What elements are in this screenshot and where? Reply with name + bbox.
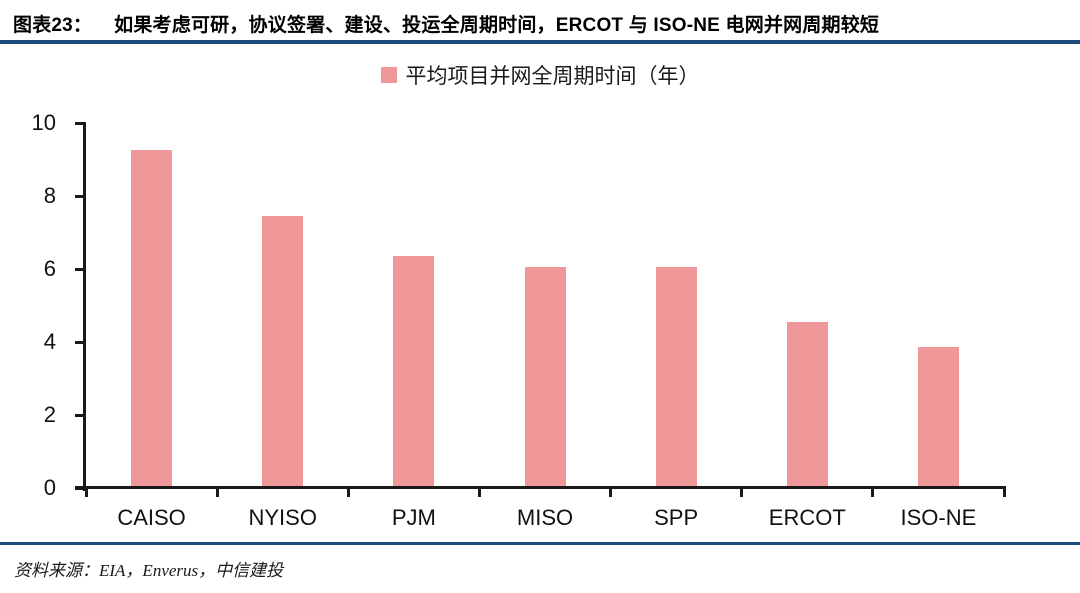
header-divider [0, 40, 1080, 44]
x-axis-tick [609, 489, 613, 497]
y-axis-label: 2 [43, 402, 56, 427]
footer-divider [0, 542, 1080, 545]
plot-area: 0 2 4 6 8 10 CAISO NYISO PJM MISO SPP ERCOT ISO-NE [32, 110, 1006, 530]
y-axis-label: 4 [43, 329, 56, 354]
bar-iso-ne [917, 347, 959, 486]
x-axis-label-caiso: CAISO [117, 505, 186, 530]
figure-header: 图表23： 如果考虑可研，协议签署、建设、投运全周期时间，ERCOT 与 ISO-… [13, 10, 1067, 37]
y-axis-label: 10 [31, 110, 56, 135]
y-axis-line [83, 122, 86, 491]
x-axis-tick [871, 489, 875, 497]
y-axis-tick [75, 414, 84, 417]
y-axis-label: 0 [43, 475, 56, 500]
bar-miso [524, 267, 566, 486]
legend-label: 平均项目并网全周期时间（年） [405, 65, 700, 88]
y-axis-tick [75, 487, 84, 490]
x-axis-label-iso-ne: ISO-NE [900, 505, 977, 530]
x-axis-tick [477, 489, 481, 497]
figure-title: 如果考虑可研，协议签署、建设、投运全周期时间，ERCOT 与 ISO-NE 电网… [114, 15, 880, 36]
bar-caiso [131, 150, 173, 486]
y-axis-tick [75, 195, 84, 198]
source-note: 资料来源：EIA，Enverus，中信建投 [14, 561, 284, 580]
bar-spp [655, 267, 697, 486]
y-axis-tick [75, 268, 84, 271]
x-axis-tick [84, 489, 88, 497]
figure-number: 图表23： [13, 15, 93, 36]
x-axis-label-pjm: PJM [391, 505, 436, 530]
x-axis-tick [215, 489, 219, 497]
legend-swatch-icon [380, 67, 397, 83]
x-axis-label-spp: SPP [654, 505, 699, 530]
x-axis-label-nyiso: NYISO [248, 505, 317, 530]
x-axis-line [75, 486, 1006, 489]
y-axis-label: 8 [43, 183, 56, 208]
chart-legend: 平均项目并网全周期时间（年） [0, 60, 1080, 90]
y-axis-tick [75, 341, 84, 344]
y-axis-label: 6 [43, 256, 56, 281]
bar-ercot [786, 321, 828, 486]
x-axis-label-ercot: ERCOT [768, 505, 846, 530]
x-axis-tick [740, 489, 744, 497]
x-axis-tick [1002, 489, 1006, 497]
x-axis-label-miso: MISO [516, 505, 574, 530]
y-axis-tick [75, 122, 84, 125]
x-axis-tick [346, 489, 350, 497]
bar-nyiso [262, 215, 304, 486]
bar-pjm [393, 256, 435, 486]
